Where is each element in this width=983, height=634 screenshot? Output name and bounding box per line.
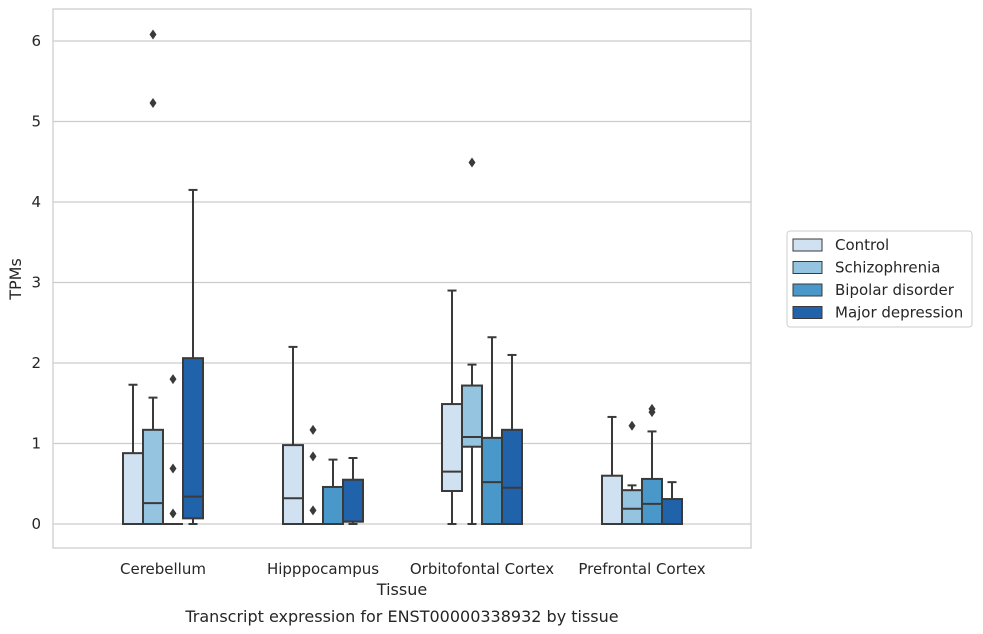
box: [122, 452, 144, 525]
y-tick-label: 2: [31, 354, 41, 372]
x-tick-label: Prefrontal Cortex: [578, 560, 705, 578]
outlier-point: [309, 424, 317, 435]
legend-frame: [786, 230, 973, 328]
x-tick-label: Hipppocampus: [267, 560, 379, 578]
legend-label: Major depression: [835, 304, 963, 322]
legend-label: Bipolar disorder: [835, 281, 955, 299]
box: [182, 357, 204, 520]
box: [142, 428, 164, 525]
gridlines: [53, 40, 751, 525]
x-tick-label: Orbitofontal Cortex: [410, 560, 554, 578]
legend-label: Schizophrenia: [835, 259, 940, 277]
box-group: [182, 188, 204, 525]
box: [461, 384, 483, 448]
box-group: [122, 383, 144, 525]
legend-swatch: [792, 261, 823, 274]
outlier-point: [628, 420, 636, 431]
box: [661, 498, 683, 526]
box-group: [322, 458, 344, 525]
box-group: [342, 456, 364, 525]
y-axis-title: TPMs: [6, 258, 25, 301]
plot-frame: [52, 8, 752, 549]
box: [641, 477, 663, 526]
box-group: [303, 424, 323, 525]
outlier-point: [149, 29, 157, 40]
outlier-point: [648, 403, 656, 414]
box-group: [163, 374, 183, 525]
y-tick-label: 4: [31, 193, 41, 211]
box: [322, 485, 344, 525]
legend: Control Schizophrenia Bipolar disorder Majo…: [786, 230, 973, 328]
box-group: [641, 403, 663, 526]
box-group: [441, 289, 463, 525]
y-tick-label: 3: [31, 274, 41, 292]
outlier-point: [309, 451, 317, 462]
y-tick-label: 1: [31, 435, 41, 453]
y-tick-label: 6: [31, 32, 41, 50]
legend-swatch: [792, 283, 823, 297]
outlier-point: [169, 463, 177, 474]
outlier-point: [169, 508, 177, 519]
x-axis-title: Tissue: [376, 580, 427, 599]
legend-swatch: [792, 306, 823, 319]
legend-label: Control: [835, 236, 889, 254]
box-group: [481, 336, 503, 525]
box: [601, 474, 623, 526]
box-group: [621, 420, 643, 526]
outlier-point: [169, 374, 177, 385]
box-group: [282, 345, 304, 525]
y-tick-label: 0: [31, 515, 41, 533]
box: [441, 403, 463, 492]
box-group: [461, 157, 483, 525]
box: [501, 428, 523, 525]
boxes: [122, 29, 683, 526]
box-group: [501, 353, 523, 525]
legend-swatch: [792, 238, 823, 252]
outlier-point: [149, 97, 157, 108]
outlier-point: [309, 505, 317, 516]
box: [481, 436, 503, 525]
x-tick-labels: Cerebellum Hipppocampus Orbitofontal Corte…: [120, 560, 706, 578]
box-group: [142, 29, 164, 525]
box: [342, 478, 364, 523]
box-group: [661, 481, 683, 526]
box-group: [601, 415, 623, 526]
x-tick-label: Cerebellum: [120, 560, 206, 578]
outlier-point: [468, 157, 476, 168]
box: [621, 489, 643, 526]
chart-caption: Transcript expression for ENST0000033893…: [184, 607, 618, 626]
y-tick-labels: 0 1 2 3 4 5 6: [31, 32, 41, 533]
box: [282, 444, 304, 525]
y-tick-label: 5: [31, 113, 41, 131]
